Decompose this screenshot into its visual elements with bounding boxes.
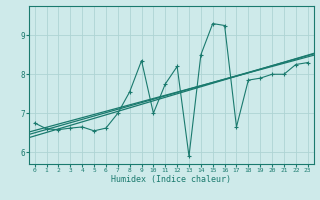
X-axis label: Humidex (Indice chaleur): Humidex (Indice chaleur) [111, 175, 231, 184]
